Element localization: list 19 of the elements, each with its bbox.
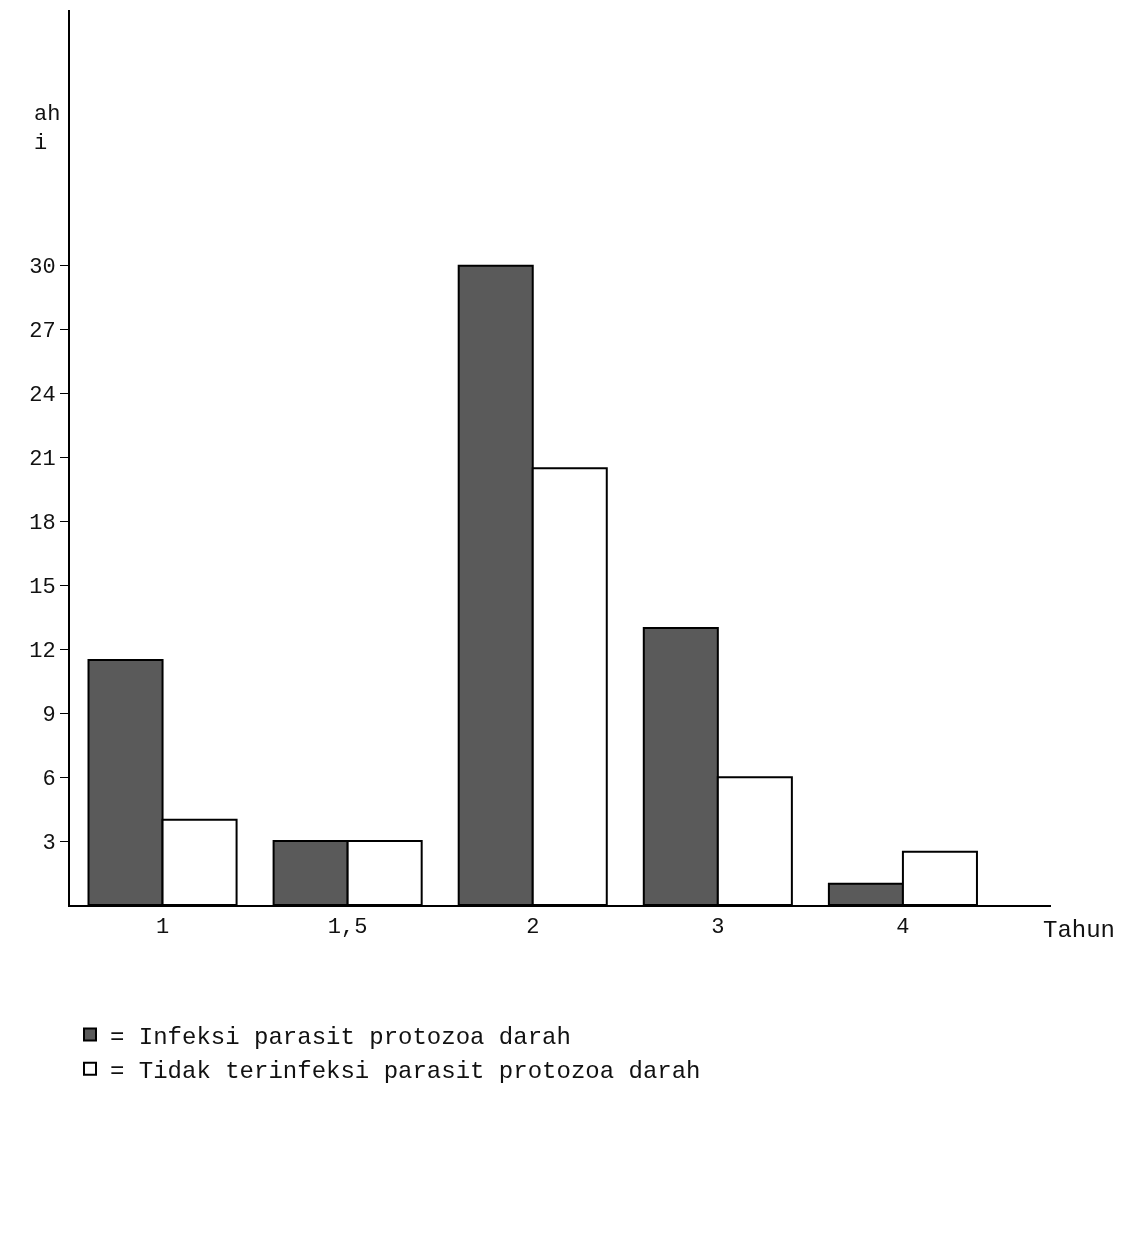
x-tick-label: 3 (711, 915, 725, 941)
legend-label: = Infeksi parasit protozoa darah (110, 1023, 571, 1051)
x-tick-label: 2 (526, 915, 540, 941)
x-axis-title: Tahun (1043, 917, 1116, 944)
y-tick-label: 27 (29, 319, 56, 345)
y-tick-label: 3 (42, 830, 56, 856)
y-axis-title: ah i (34, 102, 61, 156)
y-tick-label: 21 (29, 447, 56, 473)
y-tick-label: 30 (29, 255, 56, 281)
y-tick-label: 6 (42, 766, 56, 792)
y-tick-label: 9 (42, 702, 56, 728)
x-tick-label: 1 (155, 915, 170, 941)
y-tick-label: 12 (29, 638, 56, 664)
y-tick-label: 18 (29, 511, 56, 537)
legend-label: = Tidak terinfeksi parasit protozoa darah (110, 1058, 701, 1086)
x-tick-label: 1,5 (327, 915, 368, 941)
y-tick-label: 15 (29, 575, 56, 601)
y-tick-label: 24 (29, 383, 56, 409)
x-tick-label: 4 (896, 915, 910, 941)
